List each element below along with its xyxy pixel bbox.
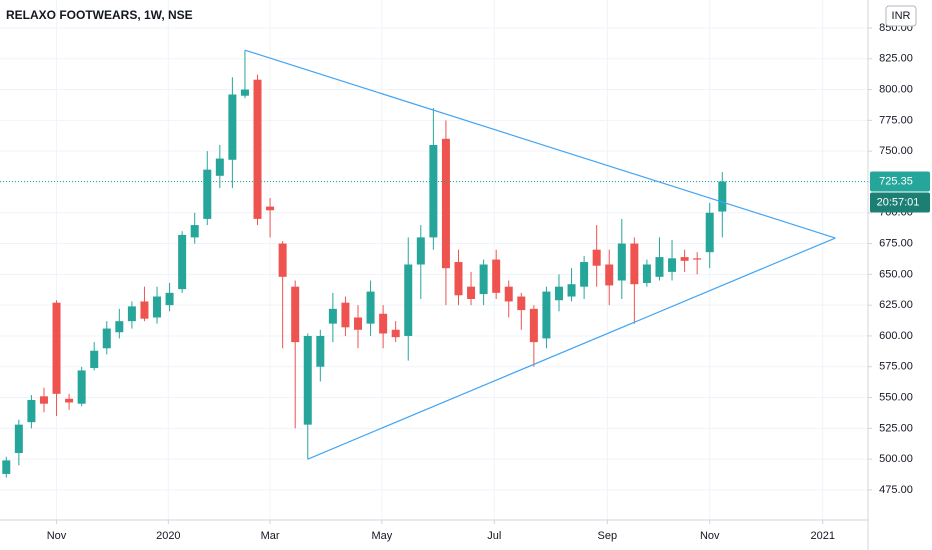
x-tick-label: Nov [47,530,67,542]
y-tick-label: 775.00 [879,114,913,126]
candle-body [178,234,187,290]
candle-body [592,249,601,266]
candle-body [127,306,136,322]
candle-body [65,398,74,403]
countdown-label: 20:57:01 [877,196,920,208]
candle-body [693,258,702,260]
candle-body [542,291,551,339]
candle-body [215,158,224,176]
candle-body [718,181,727,212]
y-tick-label: 575.00 [879,361,913,373]
candle-body [529,308,538,343]
candle-body [102,328,111,349]
candle-body [90,350,99,368]
y-tick-label: 600.00 [879,330,913,342]
candle-body [153,296,162,318]
candle-body [567,284,576,297]
x-tick-label: May [371,530,392,542]
candle-body [379,313,388,334]
candle-body [328,308,337,324]
candle-body [266,206,275,211]
candle-body [705,212,714,253]
candle-body [479,264,488,295]
axes: 475.00 500.00 525.00 550.00 575.00 600.00 625.… [47,22,930,542]
candle-body [14,424,23,453]
candle-body [642,264,651,283]
currency-box[interactable] [885,5,917,27]
candle-body [27,400,36,423]
y-tick-label: 750.00 [879,145,913,157]
x-tick-label: Sep [598,530,618,542]
candle-body [240,89,249,96]
candle-body [605,264,614,286]
candle-body [441,138,450,269]
candle-body [190,225,199,238]
candle-body [291,286,300,343]
x-tick-label: Jul [487,530,501,542]
candle-body [39,396,48,404]
candle-body [680,257,689,261]
candle-body [303,335,312,425]
y-tick-label: 825.00 [879,53,913,65]
candle-body [504,286,513,302]
candle-body [668,258,677,272]
countdown-tag [870,192,930,213]
y-tick-label: 525.00 [879,422,913,434]
y-tick-label: 850.00 [879,22,913,34]
candle-body [454,262,463,296]
y-tick-label: 500.00 [879,453,913,465]
y-tick-label: 475.00 [879,484,913,496]
currency: INR [892,10,911,22]
last-price-label: 725.35 [879,175,913,187]
candle-body [416,237,425,265]
candle-body [391,329,400,338]
candle-body [366,291,375,324]
candle-body [492,259,501,293]
candle-body [77,370,86,404]
candle-body [316,335,325,367]
x-tick-label: Nov [700,530,720,542]
candle-body [354,317,363,330]
x-tick-label: 2021 [811,530,835,542]
chart-title: RELAXO FOOTWEARS, 1W, NSE [6,8,193,22]
y-tick-label: 800.00 [879,83,913,95]
last-price-tag [870,171,930,192]
y-tick-label: 625.00 [879,299,913,311]
x-tick-label: 2020 [156,530,180,542]
candle-body [429,144,438,238]
candle-body [140,301,149,319]
candle-body [203,169,212,219]
candle-body [52,302,61,394]
candle-body [278,243,287,277]
trend-line [244,49,836,239]
y-tick-label: 675.00 [879,237,913,249]
y-tick-label: 550.00 [879,391,913,403]
plot [0,49,868,478]
candle-body [404,264,413,336]
candle-body [617,243,626,281]
candle-body [253,79,262,219]
candle-body [2,460,11,474]
y-tick-label: 650.00 [879,268,913,280]
candle-body [341,302,350,328]
candle-body [554,286,563,301]
x-tick-label: Mar [261,530,280,542]
candle-body [630,243,639,285]
candle-body [517,296,526,311]
trend-line [307,237,836,460]
candle-body [655,257,664,277]
candle-body [228,94,237,160]
candle-body [165,292,174,306]
candle-body [467,286,476,299]
candle-body [580,262,589,287]
candle-body [115,321,124,333]
